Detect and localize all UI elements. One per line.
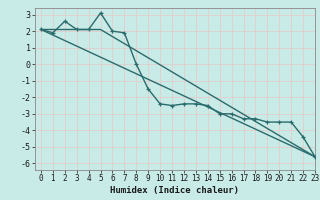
X-axis label: Humidex (Indice chaleur): Humidex (Indice chaleur) [110, 186, 239, 195]
